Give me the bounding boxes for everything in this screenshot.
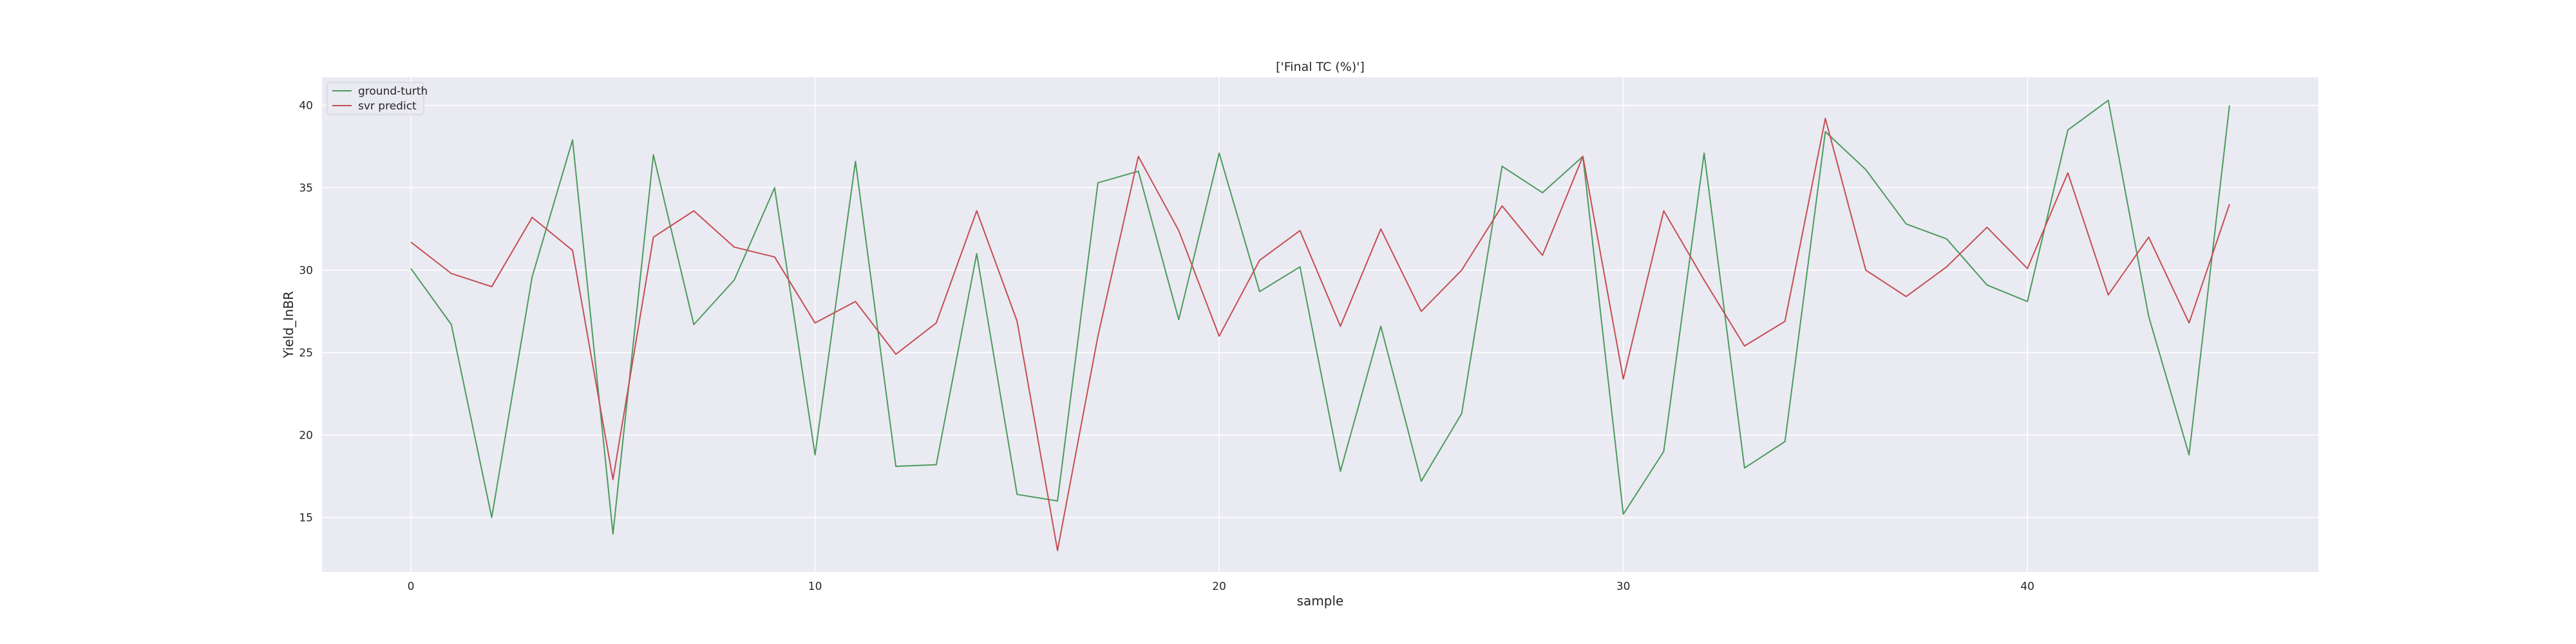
series-line-ground-turth: [410, 99, 2230, 535]
tick-labels: 0 10 20 30 40 15 20 25 30 35 40: [299, 100, 2034, 593]
plot-background: [322, 77, 2318, 572]
y-tick-label: 30: [299, 265, 313, 278]
y-tick-label: 35: [299, 182, 313, 195]
x-tick-label: 0: [408, 580, 415, 593]
legend: ground-turth svr predict: [327, 82, 428, 115]
series-line-svr-predict: [410, 118, 2230, 551]
x-tick-label: 30: [1616, 580, 1631, 593]
x-tick-label: 20: [1212, 580, 1226, 593]
x-axis-label: sample: [1297, 593, 1344, 609]
y-tick-label: 25: [299, 347, 313, 360]
legend-label-svr-predict: svr predict: [358, 100, 417, 113]
y-axis-label: Yield_InBR: [281, 291, 296, 359]
legend-label-ground-turth: ground-turth: [358, 85, 428, 98]
x-tick-label: 10: [808, 580, 822, 593]
x-tick-label: 40: [2020, 580, 2034, 593]
y-tick-label: 15: [299, 512, 313, 525]
grid-lines: [322, 77, 2318, 572]
chart-title: ['Final TC (%)']: [1276, 60, 1365, 74]
y-tick-label: 40: [299, 100, 313, 113]
y-tick-label: 20: [299, 430, 313, 442]
series-layer: [410, 99, 2230, 551]
